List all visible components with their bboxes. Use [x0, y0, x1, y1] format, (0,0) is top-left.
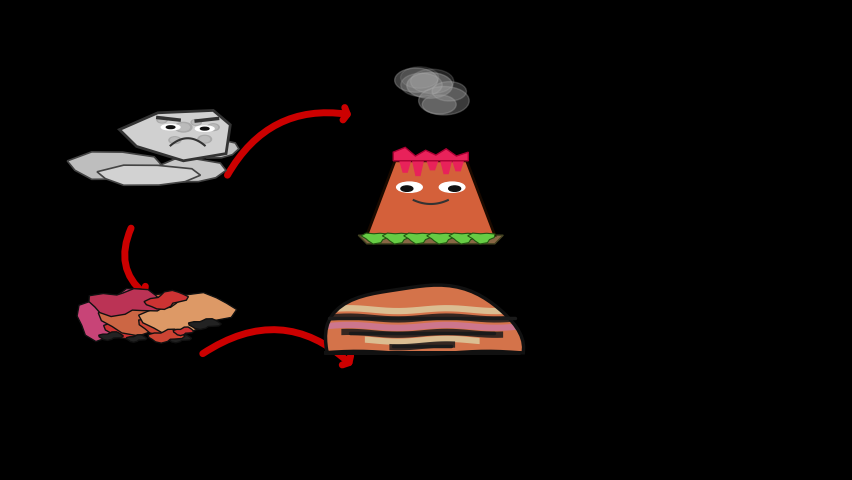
Circle shape: [394, 68, 437, 92]
Polygon shape: [324, 285, 523, 354]
Polygon shape: [173, 327, 193, 336]
Polygon shape: [382, 233, 409, 244]
Polygon shape: [399, 161, 411, 173]
Circle shape: [199, 136, 210, 142]
Polygon shape: [360, 233, 388, 244]
Polygon shape: [365, 336, 479, 345]
Polygon shape: [467, 233, 494, 244]
Circle shape: [422, 95, 456, 114]
Polygon shape: [440, 161, 452, 174]
Ellipse shape: [166, 126, 175, 129]
Polygon shape: [324, 285, 523, 354]
Circle shape: [418, 86, 469, 115]
Circle shape: [410, 69, 453, 94]
Ellipse shape: [448, 186, 460, 192]
Polygon shape: [393, 147, 468, 161]
Polygon shape: [167, 334, 192, 343]
Polygon shape: [341, 329, 503, 338]
Ellipse shape: [161, 124, 180, 130]
Polygon shape: [126, 335, 147, 342]
Circle shape: [198, 135, 211, 143]
Polygon shape: [328, 305, 515, 314]
Polygon shape: [157, 159, 226, 182]
Ellipse shape: [195, 126, 214, 132]
Polygon shape: [403, 233, 430, 244]
Polygon shape: [138, 293, 237, 336]
Circle shape: [170, 138, 179, 143]
Circle shape: [193, 120, 199, 124]
Polygon shape: [323, 313, 521, 323]
Polygon shape: [148, 329, 185, 343]
Circle shape: [177, 124, 189, 131]
Circle shape: [406, 72, 452, 98]
Ellipse shape: [400, 186, 412, 192]
Polygon shape: [99, 332, 124, 340]
Polygon shape: [328, 322, 515, 331]
Circle shape: [400, 73, 441, 96]
Polygon shape: [97, 165, 200, 185]
Polygon shape: [188, 319, 221, 329]
Circle shape: [158, 118, 165, 122]
Polygon shape: [358, 235, 503, 244]
Polygon shape: [98, 293, 201, 336]
Polygon shape: [195, 140, 239, 158]
Circle shape: [431, 82, 466, 101]
Polygon shape: [89, 288, 165, 316]
Polygon shape: [119, 110, 230, 161]
Polygon shape: [426, 233, 453, 244]
Ellipse shape: [396, 182, 422, 192]
Ellipse shape: [200, 127, 209, 130]
Polygon shape: [412, 161, 423, 176]
Circle shape: [400, 67, 438, 88]
Circle shape: [191, 120, 201, 125]
Polygon shape: [103, 314, 161, 339]
Ellipse shape: [439, 182, 464, 192]
Polygon shape: [366, 161, 494, 235]
Polygon shape: [144, 290, 188, 310]
Polygon shape: [448, 233, 475, 244]
Circle shape: [209, 125, 217, 130]
Polygon shape: [77, 288, 154, 342]
Circle shape: [169, 137, 181, 144]
Polygon shape: [426, 161, 438, 170]
Polygon shape: [139, 313, 204, 336]
Circle shape: [157, 117, 167, 123]
Polygon shape: [67, 152, 162, 180]
Circle shape: [207, 124, 219, 131]
Circle shape: [175, 122, 192, 132]
Polygon shape: [452, 161, 463, 171]
Polygon shape: [389, 341, 455, 350]
